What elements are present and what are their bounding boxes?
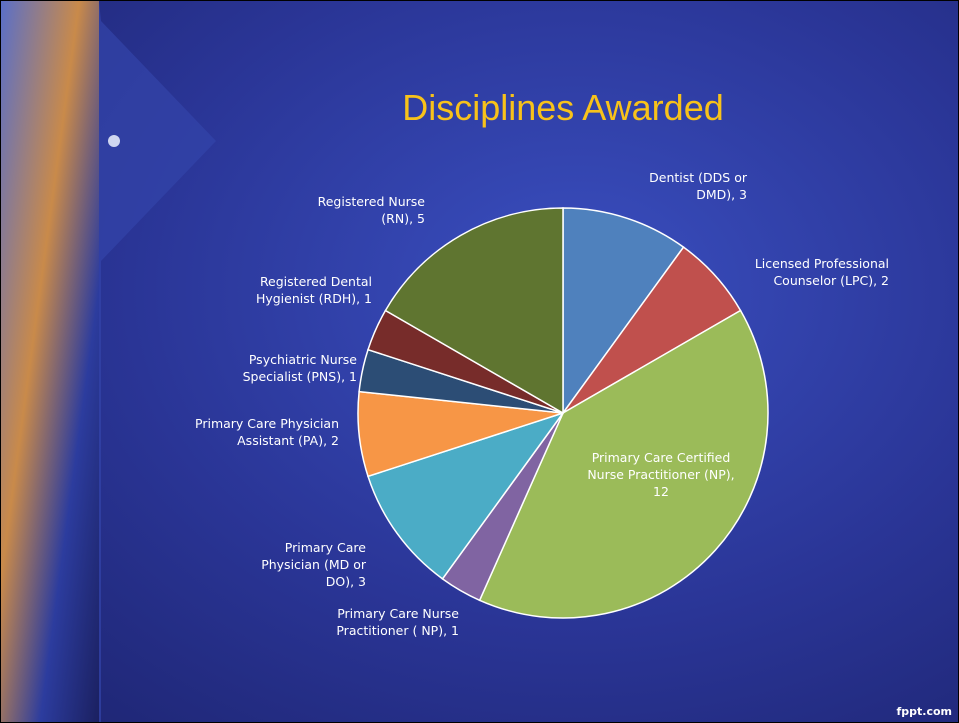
data-label: Licensed Professional Counselor (LPC), 2 [741,255,889,289]
data-label: Primary Care Nurse Practitioner ( NP), 1 [311,605,459,639]
data-label: Psychiatric Nurse Specialist (PNS), 1 [201,351,357,385]
pie [358,208,768,618]
data-label: Primary Care Certified Nurse Practitione… [579,449,743,500]
data-label: Dentist (DDS or DMD), 3 [621,169,747,203]
chart-title: Disciplines Awarded [263,87,863,129]
data-label: Primary Care Physician Assistant (PA), 2 [191,415,339,449]
data-label: Registered Dental Hygienist (RDH), 1 [216,273,372,307]
decor-arrow [99,1,216,722]
decor-dot [108,135,120,147]
slide: Disciplines Awarded fppt.com Dentist (DD… [0,0,959,723]
data-label: Registered Nurse (RN), 5 [291,193,425,227]
photo-strip [1,1,99,722]
data-label: Primary Care Physician (MD or DO), 3 [246,539,366,590]
footer: fppt.com [896,705,952,718]
